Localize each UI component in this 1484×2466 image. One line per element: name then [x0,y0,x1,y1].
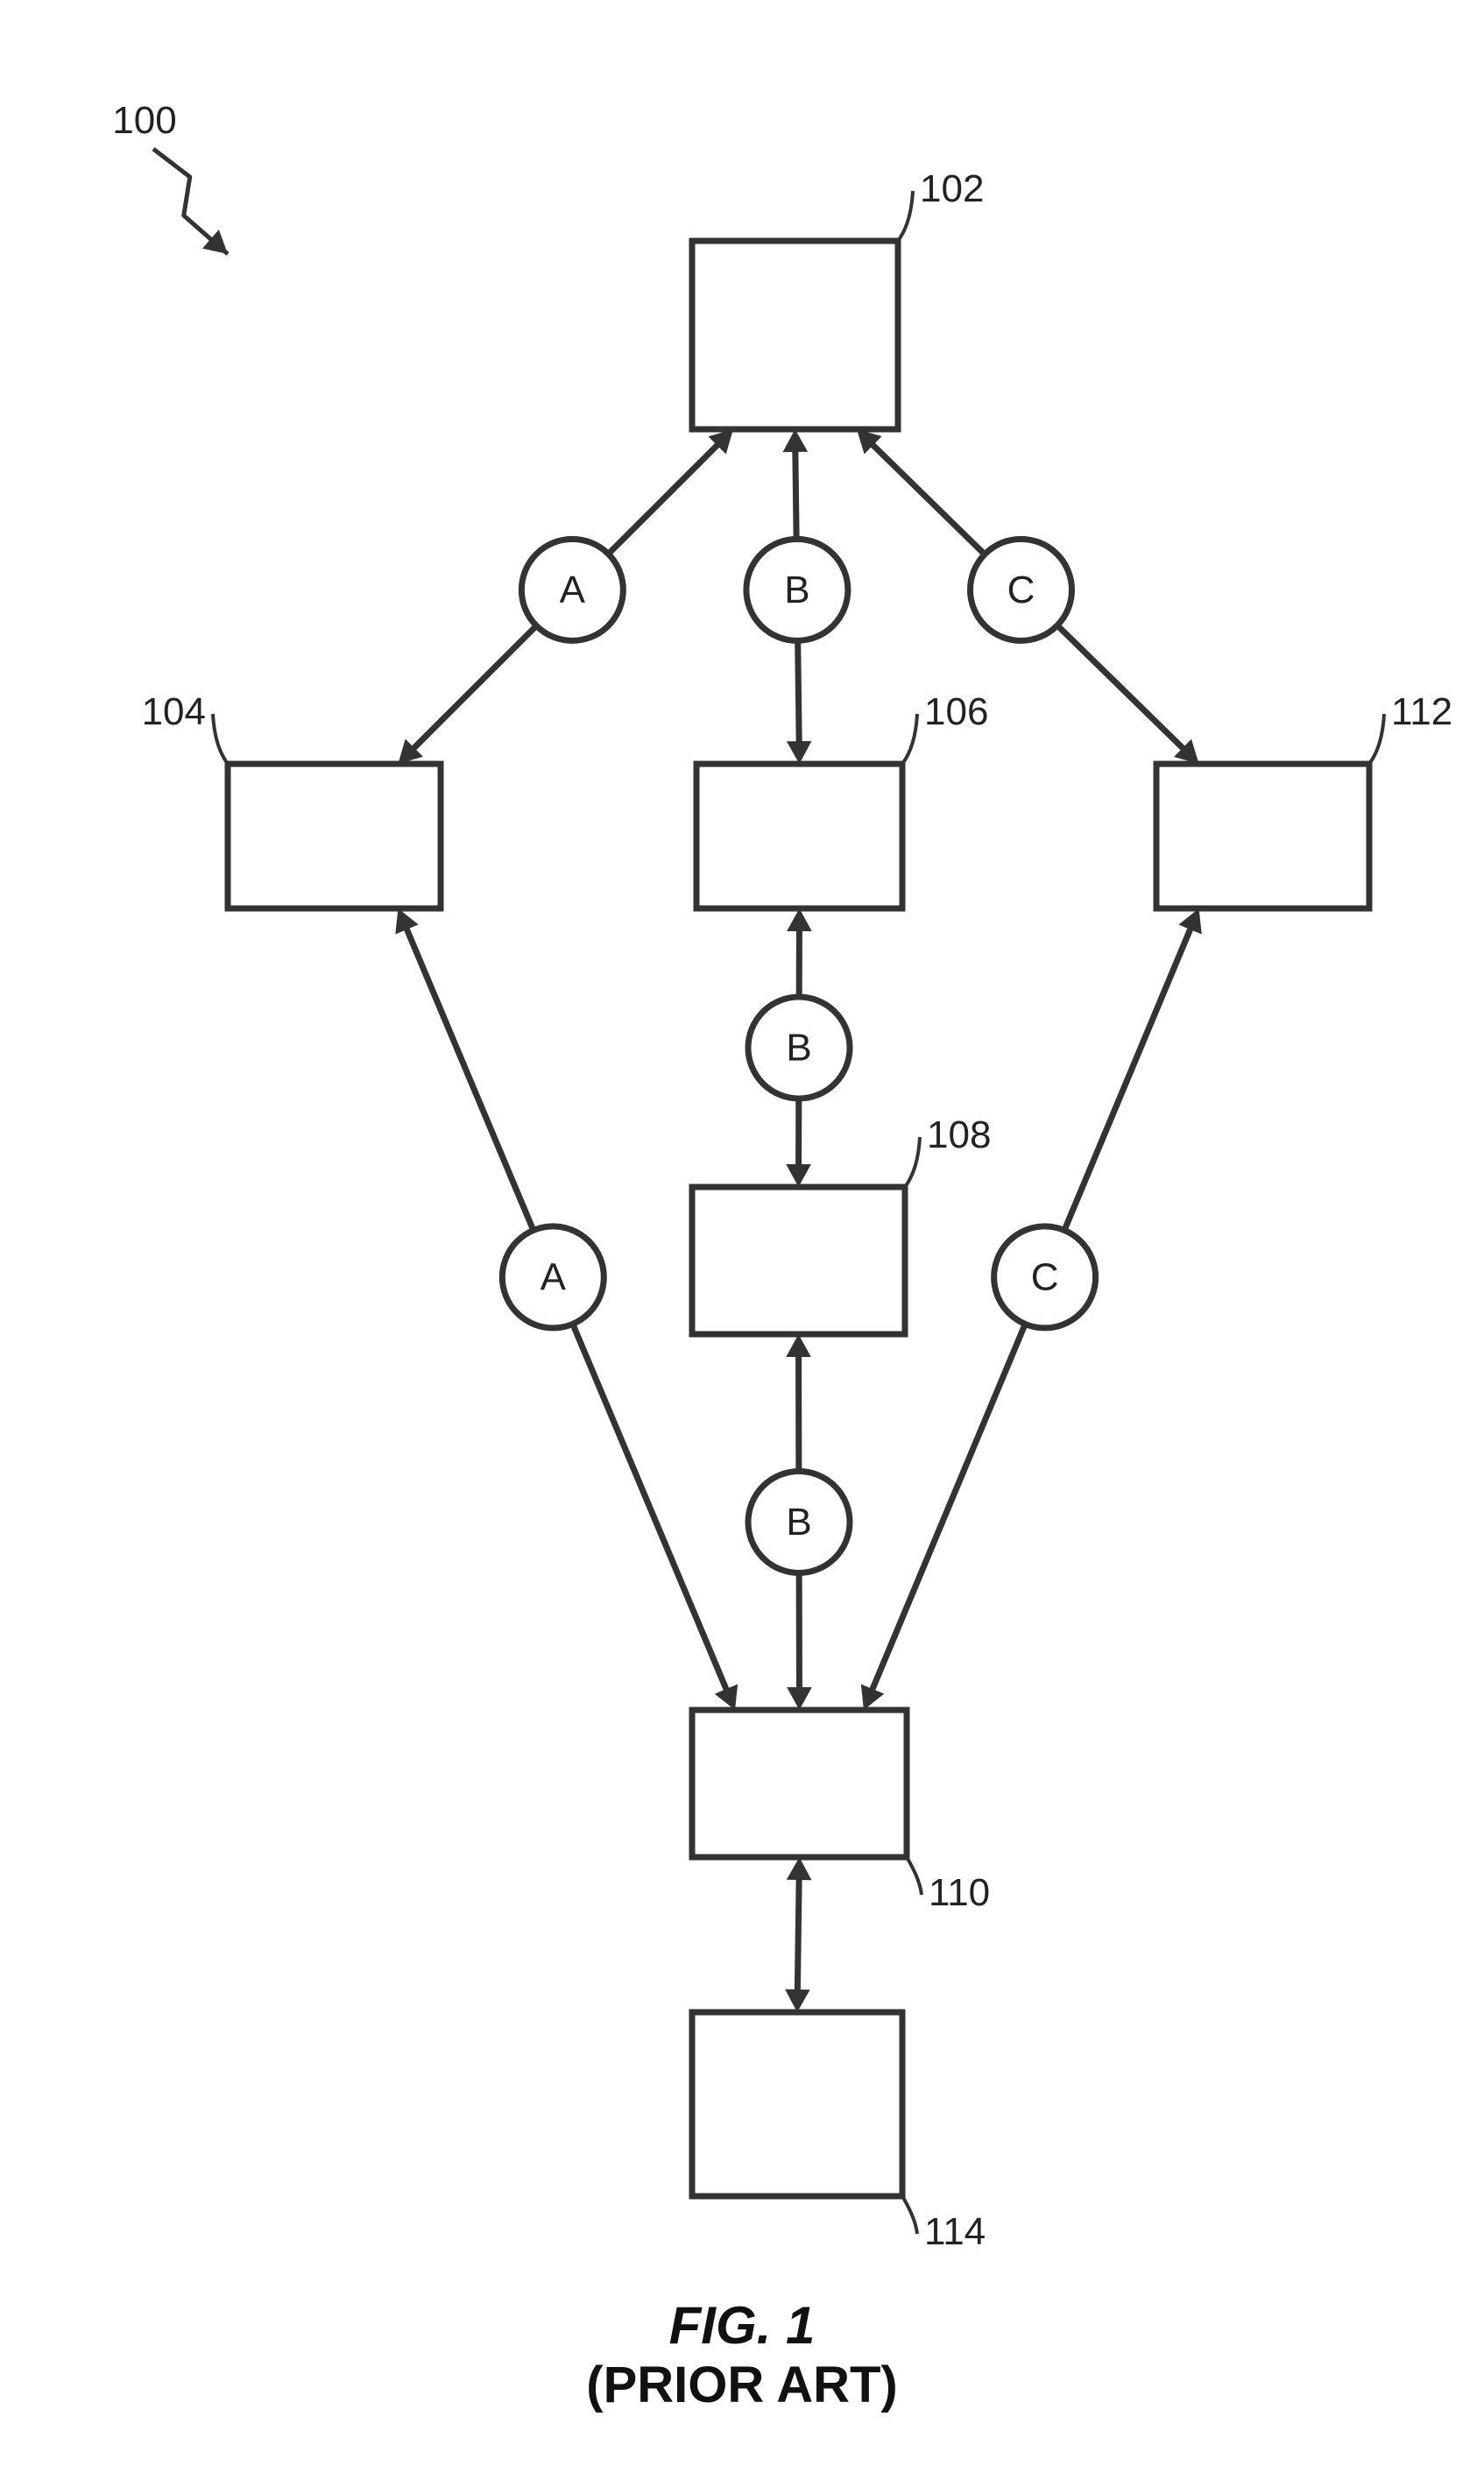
figure-container: A B C B A B C 102 104 106 112 108 110 114 100 FIG. 1 (… [0,0,1484,2466]
svg-text:102: 102 [920,167,984,210]
svg-text:112: 112 [1391,690,1452,733]
figure-title: FIG. 1 [0,2295,1484,2356]
svg-text:C: C [1031,1255,1059,1298]
svg-text:114: 114 [924,2210,986,2253]
figure-caption: FIG. 1 (PRIOR ART) [0,2295,1484,2414]
svg-text:100: 100 [112,99,176,142]
svg-text:B: B [786,1501,811,1544]
svg-text:B: B [784,569,809,611]
diagram-svg: A B C B A B C 102 104 106 112 108 110 114 100 [0,0,1484,2466]
svg-text:B: B [786,1027,811,1070]
svg-text:106: 106 [924,690,988,733]
svg-text:104: 104 [142,690,206,733]
svg-text:108: 108 [927,1113,991,1156]
svg-text:A: A [560,569,586,611]
figure-subtitle: (PRIOR ART) [0,2356,1484,2414]
svg-text:110: 110 [929,1871,990,1914]
svg-text:C: C [1007,569,1035,611]
svg-text:A: A [541,1255,567,1298]
